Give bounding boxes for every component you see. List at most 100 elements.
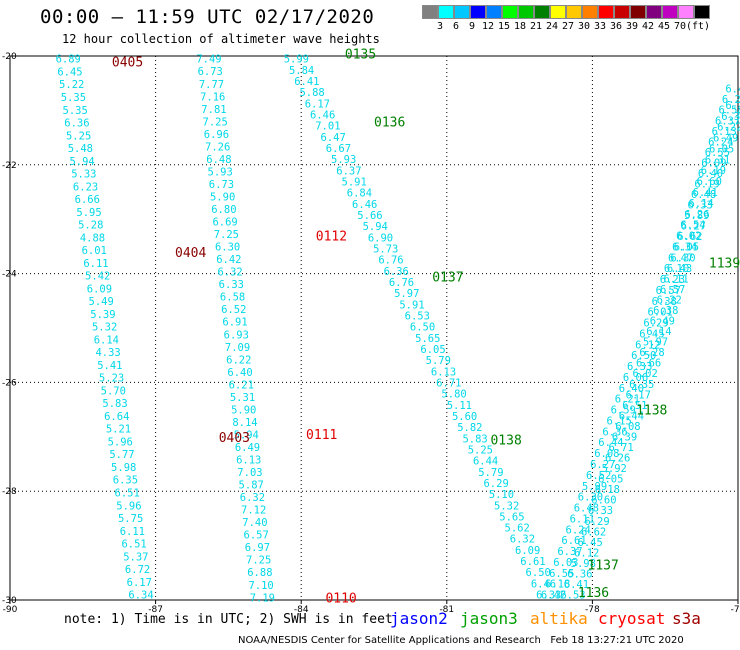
wave-height-value: 6.21 [615,394,640,406]
lat-tick-label: -30 [2,596,17,606]
wave-height-value: 7.49 [196,54,221,66]
legend-label: (ft) [686,21,711,32]
wave-height-value: 5.94 [69,156,94,168]
wave-height-value: 7.77 [199,79,224,91]
wave-height-value: 5.87 [239,480,264,492]
wave-height-value: 6.13 [431,366,456,378]
wave-height-value: 6.42 [216,254,241,266]
legend-swatch [566,5,582,19]
wave-height-value: 6.67 [326,143,351,155]
lat-tick-label: -28 [2,487,17,497]
wave-height-value: 5.89 [684,210,709,222]
satellite-cryosat: cryosat [598,609,666,628]
wave-height-value: 6.40 [227,367,252,379]
pass-label: 0112 [316,230,347,245]
wave-height-value: 7.09 [225,342,250,354]
wave-height-value: 5.70 [101,385,126,397]
legend-label: 30 [577,21,591,32]
wave-height-value: 6.36 [602,426,627,438]
legend-swatch [694,5,710,19]
legend-swatch [582,5,598,19]
wave-height-value: 6.46 [725,84,740,96]
wave-height-value: 6.23 [73,181,98,193]
wave-height-value: 6.54 [680,220,705,232]
wave-height-value: 6.26 [605,453,630,465]
legend-swatch [518,5,534,19]
wave-height-value: 5.32 [494,500,519,512]
legend-label: 27 [561,21,575,32]
legend-swatch [678,5,694,19]
wave-height-value: 6.11 [83,258,108,270]
wave-height-value: 6.11 [663,273,688,285]
wave-height-value: 6.33 [536,590,561,602]
wave-height-value: 6.27 [590,459,615,471]
satellite-jason2: jason2 [390,609,448,628]
wave-height-value: 6.90 [368,232,393,244]
wave-height-value: 5.33 [71,169,96,181]
wave-height-value: 5.98 [571,558,596,570]
wave-height-value: 6.57 [656,285,681,297]
legend-label: 18 [513,21,527,32]
wave-height-value: 6.53 [405,310,430,322]
wave-height-value: 5.62 [505,523,530,535]
wave-height-value: 6.33 [688,200,713,212]
wave-height-value: 5.94 [363,221,388,233]
legend-swatch [534,5,550,19]
wave-height-value: 6.48 [691,189,716,201]
pass-label: 1139 [709,257,740,272]
wave-height-value: 5.80 [441,389,466,401]
wave-height-value: 6.33 [219,279,244,291]
wave-height-value: 6.32 [217,267,242,279]
wave-height-value: 6.12 [635,339,660,351]
wave-height-value: 6.27 [681,221,706,233]
wave-height-value: 6.17 [305,98,330,110]
wave-height-value: 5.35 [63,105,88,117]
wave-height-value: 6.30 [215,242,240,254]
wave-height-value: 5.97 [643,337,668,349]
wave-height-value: 6.05 [598,474,623,486]
wave-height-value: 5.25 [468,444,493,456]
wave-height-value: 6.41 [693,187,718,199]
wave-height-value: 5.84 [289,65,314,77]
wave-height-value: 6.40 [619,383,644,395]
wave-height-value: 6.29 [483,478,508,490]
wave-height-value: 6.02 [633,368,658,380]
wave-height-value: 5.79 [426,355,451,367]
legend-label: 36 [609,21,623,32]
wave-height-value: 5.75 [118,513,143,525]
legend-label: 21 [529,21,543,32]
wave-height-value: 6.29 [643,318,668,330]
wave-height-value: 6.01 [647,307,672,319]
pass-label: 0111 [306,428,337,443]
wave-height-value: 5.88 [299,87,324,99]
wave-height-value: 5.73 [373,243,398,255]
wave-height-value: 5.99 [284,54,309,66]
wave-height-value: 6.61 [520,556,545,568]
wave-height-value: 6.39 [612,431,637,443]
wave-height-value: 6.05 [674,242,699,254]
legend-label: 33 [593,21,607,32]
wave-height-value: 6.15 [606,415,631,427]
pass-label: 0405 [112,55,143,70]
wave-height-value: 6.35 [113,475,138,487]
wave-height-value: 6.03 [553,557,578,569]
note-text: note: 1) Time is in UTC; 2) SWH is in fe… [64,612,393,627]
wave-height-value: 6.32 [510,534,535,546]
wave-height-value: 6.58 [718,105,740,117]
wave-height-value: 6.36 [384,266,409,278]
wave-height-value: 5.35 [61,92,86,104]
wave-height-value: 6.14 [94,334,119,346]
wave-height-value: 6.62 [677,231,702,243]
wave-height-value: 6.71 [608,442,633,454]
wave-height-value: 5.49 [89,296,114,308]
wave-height-value: 5.21 [106,424,131,436]
wave-height-value: 6.26 [684,209,709,221]
lon-tick-label: -84 [294,605,309,615]
wave-height-value: 6.17 [626,389,651,401]
legend-swatch [598,5,614,19]
wave-height-value: 6.22 [226,354,251,366]
wave-height-value: 6.06 [623,372,648,384]
pass-label: 0138 [490,434,521,449]
wave-height-value: 6.36 [64,118,89,130]
